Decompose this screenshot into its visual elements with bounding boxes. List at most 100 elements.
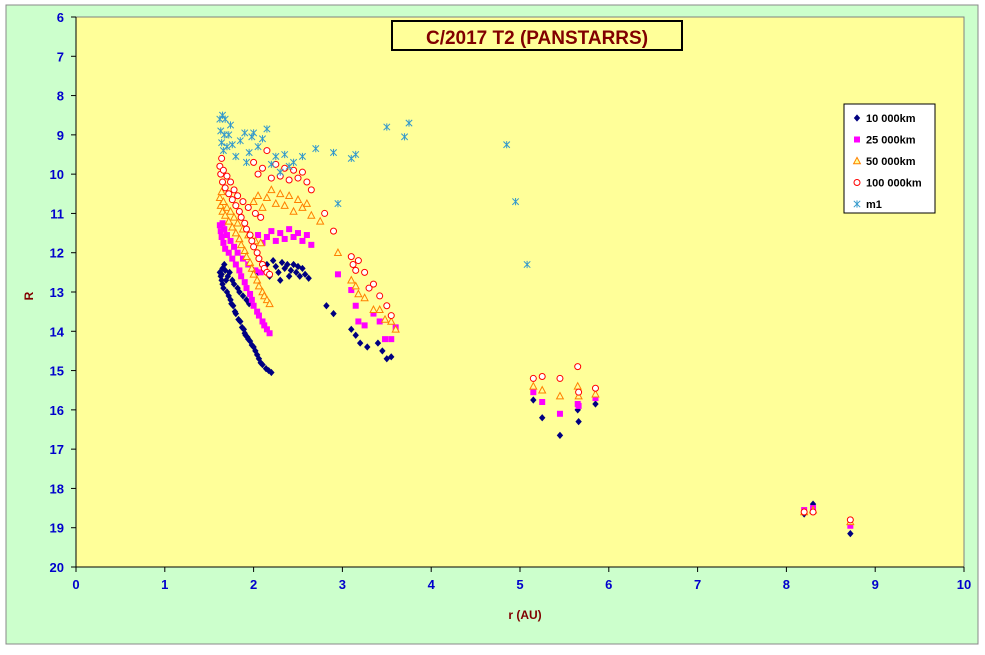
data-point — [592, 395, 599, 402]
data-point — [352, 266, 360, 274]
data-point — [592, 400, 599, 408]
data-point — [215, 193, 225, 202]
y-tick-label: 15 — [50, 364, 64, 379]
data-point — [575, 418, 582, 426]
data-point — [232, 202, 240, 210]
data-point — [370, 310, 377, 317]
data-point — [243, 296, 250, 304]
data-point — [228, 196, 236, 204]
data-point — [245, 335, 252, 343]
data-point — [258, 202, 267, 211]
data-point — [574, 363, 582, 371]
data-point — [247, 290, 254, 297]
y-tick-label: 18 — [50, 481, 64, 496]
data-point — [361, 268, 369, 276]
data-point — [239, 255, 246, 262]
data-point — [263, 147, 271, 155]
data-point — [242, 225, 250, 233]
legend-swatch — [852, 156, 862, 165]
data-point — [323, 302, 330, 310]
data-point — [252, 275, 262, 284]
y-tick-label: 6 — [57, 10, 64, 25]
data-point — [236, 240, 246, 249]
data-point — [236, 137, 244, 145]
y-tick-label: 7 — [57, 49, 64, 64]
x-axis-label: r (AU) — [508, 608, 541, 622]
data-point — [847, 530, 854, 538]
data-point — [503, 141, 511, 149]
series-circle — [216, 147, 854, 524]
x-tick-label: 9 — [872, 577, 879, 592]
data-point — [246, 231, 254, 239]
data-point — [556, 374, 564, 382]
data-point — [262, 193, 272, 202]
data-point — [555, 391, 565, 400]
data-point — [307, 210, 316, 219]
data-point — [284, 260, 291, 269]
y-tick-label: 9 — [57, 128, 64, 143]
chart-title-box: C/2017 T2 (PANSTARRS) — [391, 20, 683, 51]
legend-label: 50 000km — [866, 156, 916, 168]
data-point — [221, 260, 228, 269]
data-point — [275, 268, 282, 276]
data-point — [216, 200, 225, 209]
data-point — [355, 318, 362, 325]
data-point — [229, 302, 237, 310]
data-point — [239, 198, 247, 206]
data-point — [266, 330, 273, 337]
data-point — [347, 275, 356, 284]
series-asterisk — [216, 111, 531, 269]
data-point — [241, 279, 248, 286]
data-point — [218, 111, 227, 119]
data-point — [575, 388, 583, 396]
y-tick-label: 12 — [50, 246, 64, 261]
data-point — [330, 227, 338, 235]
data-point — [301, 270, 309, 278]
data-point — [334, 271, 341, 278]
data-point — [388, 353, 395, 361]
data-point — [232, 310, 240, 318]
data-point — [574, 406, 581, 414]
data-point — [254, 308, 261, 315]
data-point — [352, 302, 359, 309]
data-point — [230, 186, 238, 194]
x-tick-label: 8 — [783, 577, 790, 592]
data-point — [250, 129, 258, 137]
data-point — [225, 190, 233, 198]
data-point — [257, 269, 264, 276]
data-point — [591, 389, 600, 398]
y-tick-label: 16 — [50, 403, 64, 418]
x-tick-label: 2 — [250, 577, 257, 592]
data-point — [272, 262, 279, 271]
data-point — [809, 508, 817, 516]
data-point — [219, 280, 226, 288]
data-point — [245, 148, 253, 157]
data-point — [401, 133, 409, 141]
data-point — [530, 389, 537, 396]
data-point — [298, 152, 306, 161]
data-point — [240, 246, 249, 255]
data-point — [217, 187, 226, 196]
data-point — [312, 145, 320, 153]
data-point — [227, 178, 235, 186]
data-point — [530, 396, 537, 404]
data-point — [361, 322, 368, 329]
data-point — [529, 374, 537, 382]
data-point — [846, 516, 854, 524]
data-point — [272, 237, 279, 244]
data-point — [800, 508, 808, 516]
data-point — [281, 150, 289, 159]
data-point — [232, 152, 240, 161]
data-point — [512, 198, 520, 206]
x-tick-label: 5 — [516, 577, 523, 592]
data-point — [289, 206, 298, 215]
data-point — [376, 318, 383, 325]
data-point — [221, 266, 229, 274]
data-point — [529, 381, 538, 390]
data-point — [556, 410, 563, 417]
data-point — [303, 232, 310, 239]
data-point — [334, 200, 342, 208]
x-tick-label: 10 — [957, 577, 971, 592]
